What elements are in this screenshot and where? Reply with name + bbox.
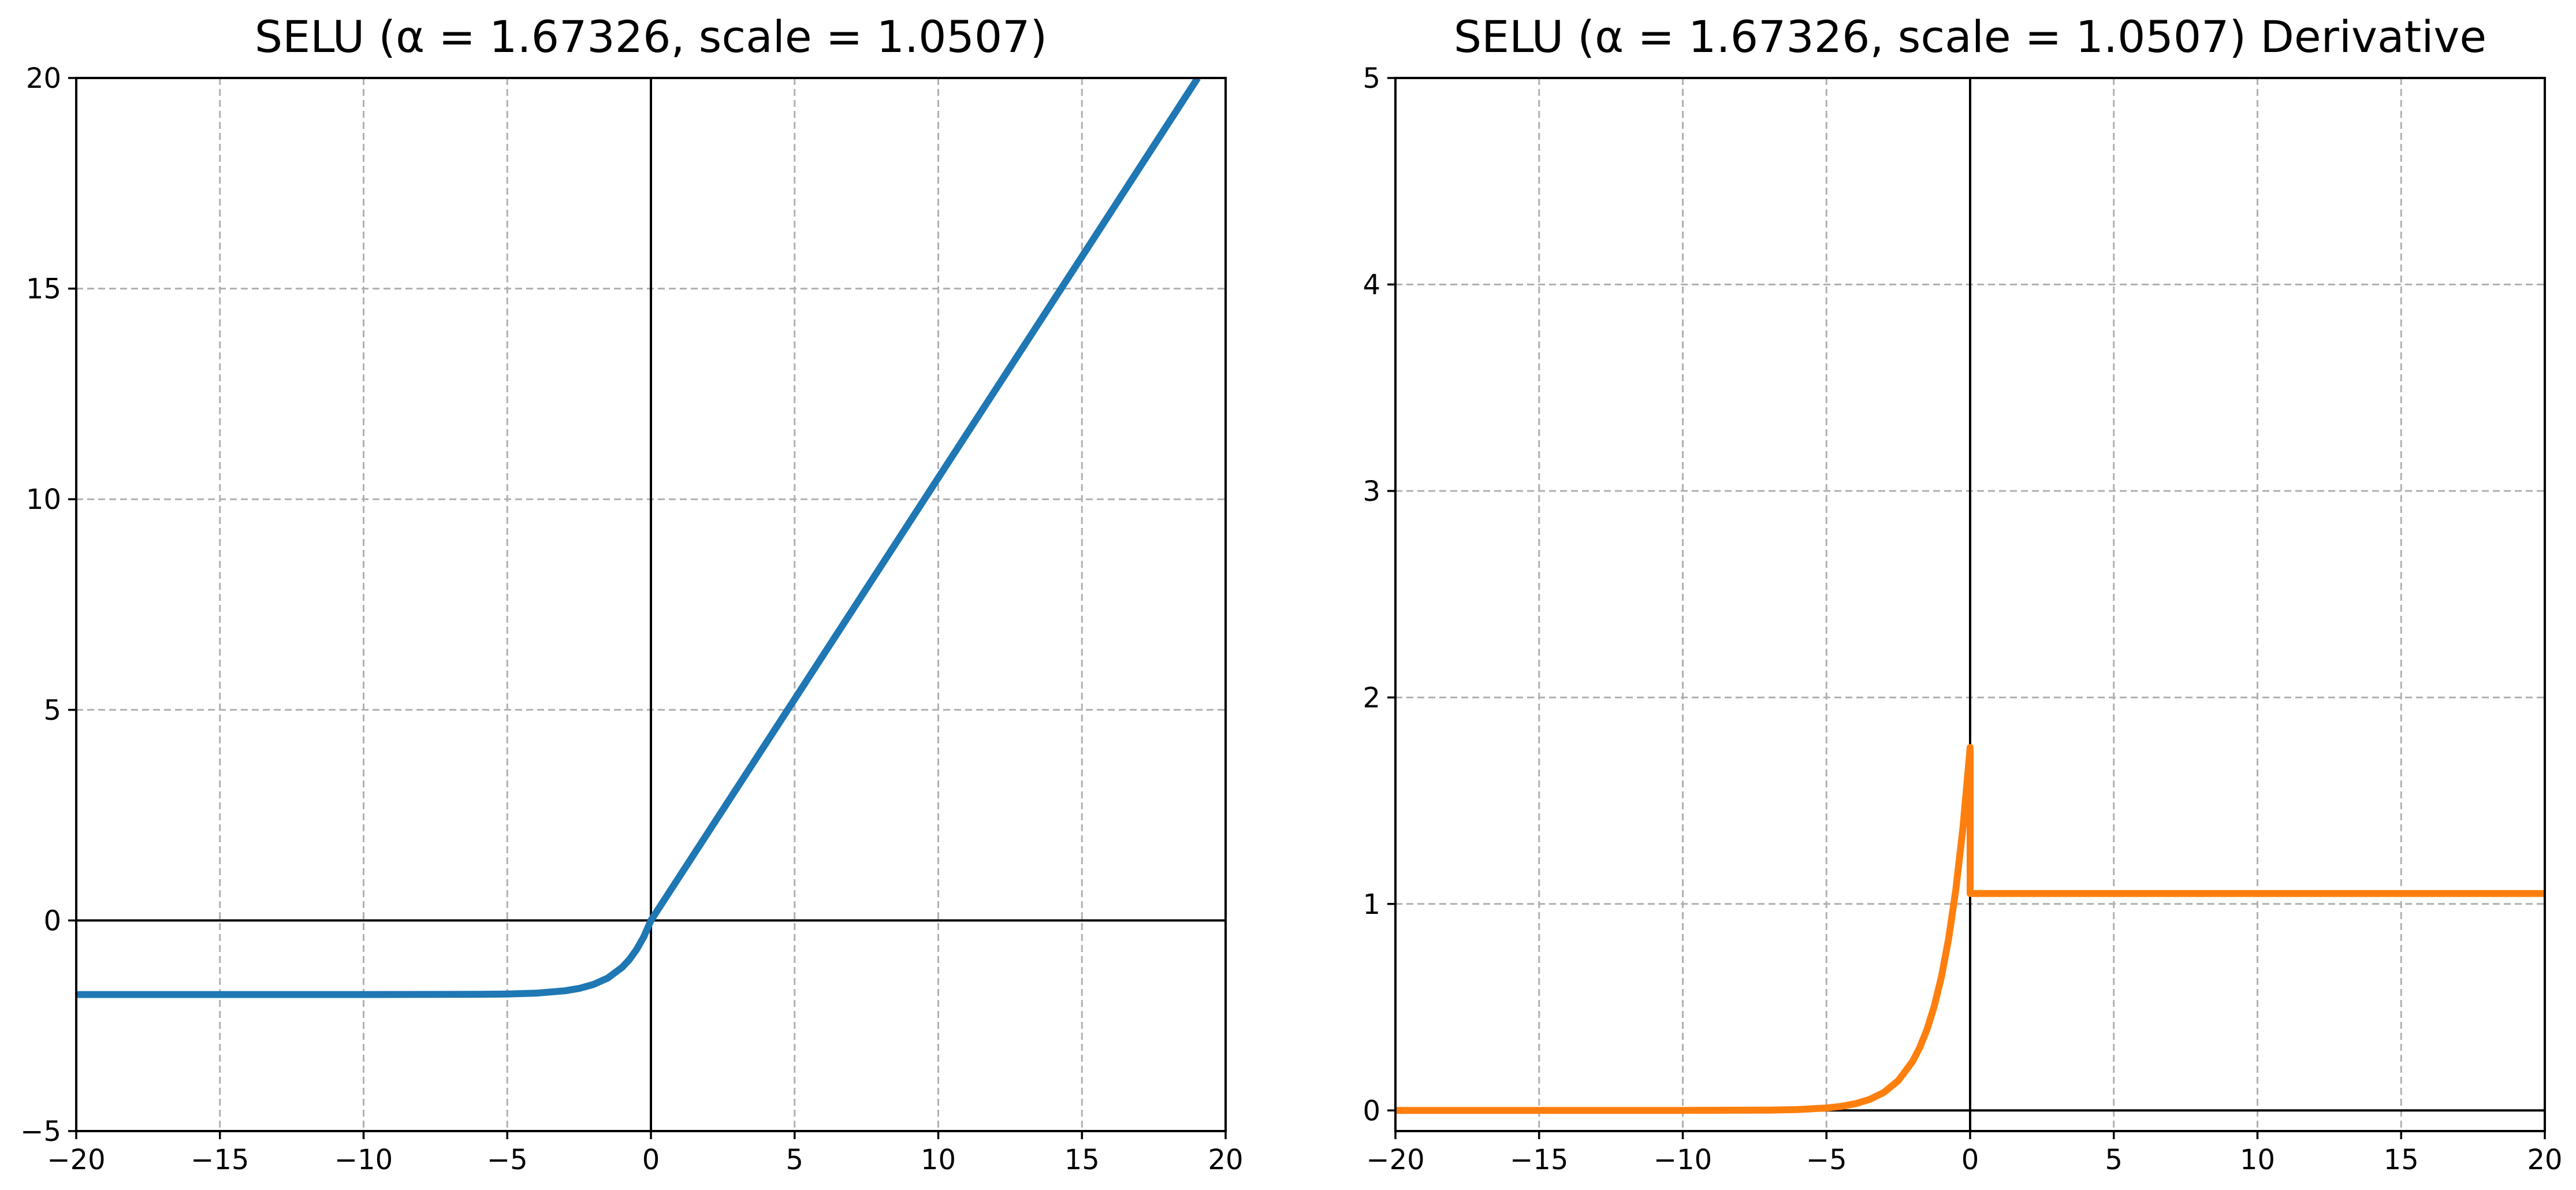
- derivative-y-tick-label: 5: [1363, 62, 1380, 95]
- derivative-x-tick-label: −10: [1654, 1144, 1712, 1176]
- derivative-y-tick-label: 2: [1363, 682, 1380, 714]
- derivative-x-tick-label: 15: [2384, 1144, 2419, 1176]
- selu-y-tick-label: 10: [26, 484, 61, 516]
- derivative-x-tick-label: 10: [2240, 1144, 2275, 1176]
- derivative-x-tick-label: 0: [1961, 1144, 1979, 1176]
- selu-x-tick-label: −20: [47, 1144, 105, 1176]
- selu-y-tick-label: 5: [43, 694, 61, 727]
- selu-x-tick-label: −10: [334, 1144, 393, 1176]
- derivative-x-tick-label: −20: [1366, 1144, 1424, 1176]
- selu-derivative-chart-title: SELU (α = 1.67326, scale = 1.0507) Deriv…: [1454, 11, 2486, 62]
- derivative-x-tick-label: 5: [2105, 1144, 2123, 1176]
- selu-x-tick-label: 0: [642, 1144, 660, 1176]
- derivative-y-tick-label: 3: [1363, 475, 1380, 508]
- selu-x-tick-label: 10: [921, 1144, 956, 1176]
- selu-x-tick-label: 15: [1064, 1144, 1100, 1176]
- selu-y-tick-label: 0: [43, 905, 61, 937]
- selu-x-tick-label: −15: [191, 1144, 249, 1176]
- selu-series-line: [76, 78, 1201, 998]
- selu-derivative-chart: SELU (α = 1.67326, scale = 1.0507) Deriv…: [1363, 11, 2562, 1176]
- derivative-x-tick-label: −15: [1510, 1144, 1568, 1176]
- selu-x-tick-label: −5: [487, 1144, 528, 1176]
- derivative-y-tick-label: 0: [1363, 1095, 1380, 1127]
- selu-chart-title: SELU (α = 1.67326, scale = 1.0507): [255, 11, 1047, 62]
- derivative-y-tick-label: 1: [1363, 888, 1380, 921]
- derivative-x-tick-label: 20: [2527, 1144, 2562, 1176]
- selu-y-tick-label: 15: [26, 273, 61, 306]
- selu-y-tick-label: 20: [26, 62, 61, 95]
- derivative-x-tick-label: −5: [1806, 1144, 1847, 1176]
- selu-y-tick-label: −5: [20, 1115, 61, 1148]
- derivative-y-tick-label: 4: [1363, 269, 1380, 301]
- selu-chart: SELU (α = 1.67326, scale = 1.0507) −20 −1…: [20, 11, 1243, 1176]
- selu-x-tick-label: 20: [1208, 1144, 1243, 1176]
- derivative-series-line: [1395, 743, 2545, 1114]
- selu-x-tick-label: 5: [786, 1144, 803, 1176]
